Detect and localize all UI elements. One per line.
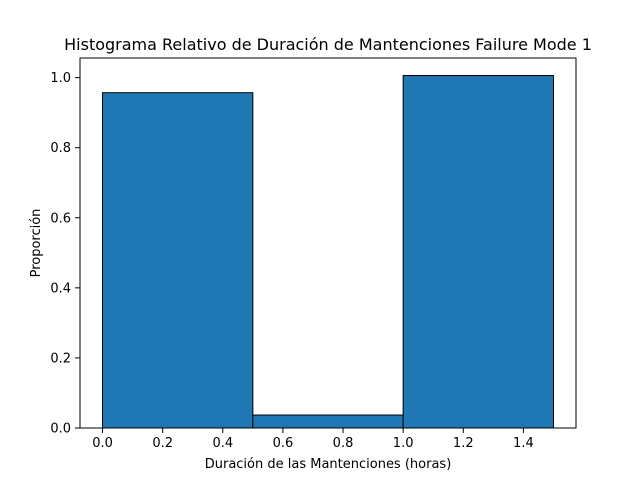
x-tick-label: 1.4	[513, 436, 534, 451]
y-axis-ticks: 0.0 0.2 0.4 0.6 0.8 1.0	[50, 71, 80, 437]
chart-title: Histograma Relativo de Duración de Mante…	[64, 35, 592, 54]
bars-group	[102, 75, 554, 429]
x-tick-label: 0.8	[333, 436, 354, 451]
histogram-bar-3	[402, 75, 554, 429]
y-axis-label: Proporción	[29, 209, 44, 278]
x-tick-label: 1.0	[393, 436, 414, 451]
histogram-bar-1	[102, 92, 254, 429]
histogram-bar-2	[252, 414, 404, 429]
y-tick-label: 0.8	[50, 141, 71, 156]
x-tick-label: 1.2	[453, 436, 474, 451]
x-axis-label: Duración de las Mantenciones (horas)	[205, 457, 452, 472]
x-tick-label: 0.6	[273, 436, 294, 451]
x-tick-label: 0.2	[152, 436, 173, 451]
y-tick-label: 0.6	[50, 211, 71, 226]
y-tick-label: 0.0	[50, 422, 71, 437]
x-tick-label: 0.4	[212, 436, 233, 451]
plot-area-frame	[79, 57, 577, 429]
x-tick-label: 0.0	[92, 436, 113, 451]
y-tick-label: 1.0	[50, 71, 71, 86]
x-axis-ticks: 0.0 0.2 0.4 0.6 0.8 1.0 1.2 1.4	[92, 428, 534, 451]
y-tick-label: 0.2	[50, 351, 71, 366]
y-tick-label: 0.4	[50, 281, 71, 296]
